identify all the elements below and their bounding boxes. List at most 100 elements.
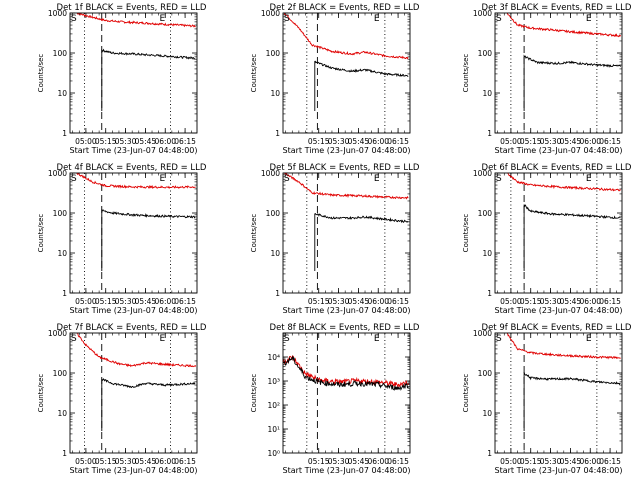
x-axis-label: Start Time (23-Jun-07 04:48:00)	[495, 466, 623, 475]
x-tick-label: 05:00	[500, 137, 522, 146]
plot-frame	[494, 332, 623, 454]
start-marker-label: S	[496, 334, 502, 344]
x-tick-label: 05:45	[348, 137, 370, 146]
y-tick-label: 1000	[261, 9, 280, 18]
detector-panel-6: Det 6f BLACK = Events, RED = LLD 1 10 100 10…	[462, 163, 632, 315]
x-tick-label: 05:30	[115, 297, 137, 306]
lld-series-line	[506, 173, 621, 192]
events-series-line	[314, 213, 409, 271]
y-tick-label: 1000	[473, 329, 492, 338]
y-axis-label: Counts/sec	[462, 214, 470, 253]
y-tick-label: 10	[57, 89, 67, 98]
x-tick-label: 05:30	[540, 297, 562, 306]
end-marker-label: E	[160, 174, 166, 184]
plot-frame	[69, 332, 198, 454]
panel-title: Det 6f BLACK = Events, RED = LLD	[482, 163, 632, 173]
y-axis-label: Counts/sec	[462, 374, 470, 413]
x-tick-label: 05:30	[540, 457, 562, 466]
events-series-line	[101, 378, 196, 431]
x-axis-label: Start Time (23-Jun-07 04:48:00)	[495, 306, 623, 315]
events-series-line	[523, 372, 621, 431]
end-marker-label: E	[374, 174, 380, 184]
y-tick-label: 1000	[261, 169, 280, 178]
x-tick-label: 05:45	[560, 297, 582, 306]
detector-panel-4: Det 4f BLACK = Events, RED = LLD 1 10 100 10…	[37, 163, 207, 315]
lld-series-line	[283, 355, 409, 388]
y-tick-label: 10	[482, 249, 492, 258]
lld-series-line	[506, 333, 621, 360]
plot-frame	[494, 12, 623, 134]
detector-panel-7: Det 7f BLACK = Events, RED = LLD 1 10 100 10…	[37, 323, 207, 475]
y-tick-label: 1000	[473, 9, 492, 18]
x-tick-label: 06:15	[387, 297, 409, 306]
lld-series-line	[76, 333, 197, 368]
y-tick-label: 10¹	[267, 425, 280, 434]
x-tick-label: 05:15	[520, 137, 542, 146]
events-series-line	[101, 48, 196, 111]
start-marker-label: S	[71, 14, 77, 24]
end-marker-label: E	[586, 174, 592, 184]
x-tick-label: 05:45	[135, 457, 157, 466]
x-tick-label: 06:00	[367, 137, 389, 146]
plot-frame	[69, 12, 198, 134]
lld-series-line	[283, 13, 409, 60]
y-tick-label: 10	[482, 409, 492, 418]
panel-title: Det 5f BLACK = Events, RED = LLD	[270, 163, 420, 173]
lld-series-line	[76, 13, 196, 28]
x-tick-label: 06:15	[387, 137, 409, 146]
x-axis-label: Start Time (23-Jun-07 04:48:00)	[70, 466, 198, 475]
detector-panel-1: Det 1f BLACK = Events, RED = LLD 1 10 100 10…	[37, 3, 207, 155]
end-marker-label: E	[586, 14, 592, 24]
x-tick-label: 05:30	[328, 297, 350, 306]
y-tick-label: 100	[478, 49, 493, 58]
y-tick-label: 1	[487, 449, 492, 458]
x-tick-label: 06:00	[367, 297, 389, 306]
y-tick-label: 10⁴	[267, 353, 280, 362]
events-series-line	[523, 204, 621, 271]
x-tick-label: 06:15	[174, 457, 196, 466]
start-marker-label: S	[496, 174, 502, 184]
y-tick-label: 100	[478, 369, 493, 378]
x-tick-label: 05:15	[95, 457, 117, 466]
lld-series-line	[506, 13, 621, 38]
y-tick-label: 100	[53, 49, 68, 58]
x-tick-label: 06:15	[599, 457, 621, 466]
start-marker-label: S	[284, 14, 290, 24]
x-tick-label: 06:00	[579, 297, 601, 306]
x-tick-label: 05:15	[95, 297, 117, 306]
x-tick-label: 05:45	[135, 297, 157, 306]
x-tick-label: 06:00	[579, 137, 601, 146]
y-axis-label: Counts/sec	[37, 374, 45, 413]
y-tick-label: 10	[482, 89, 492, 98]
x-tick-label: 05:45	[348, 457, 370, 466]
y-tick-label: 1000	[473, 169, 492, 178]
plot-frame	[282, 332, 411, 454]
panel-title: Det 1f BLACK = Events, RED = LLD	[57, 3, 207, 13]
x-tick-label: 05:30	[540, 137, 562, 146]
x-tick-label: 05:15	[308, 137, 330, 146]
y-axis-label: Counts/sec	[250, 214, 258, 253]
start-marker-label: S	[496, 14, 502, 24]
y-tick-label: 1	[62, 289, 67, 298]
x-tick-label: 06:15	[174, 137, 196, 146]
x-tick-label: 05:45	[348, 297, 370, 306]
x-tick-label: 06:00	[154, 137, 176, 146]
end-marker-label: E	[586, 334, 592, 344]
x-tick-label: 05:00	[500, 457, 522, 466]
y-tick-label: 100	[53, 369, 68, 378]
detector-panel-2: Det 2f BLACK = Events, RED = LLD 1 10 100 10…	[250, 3, 420, 155]
x-tick-label: 05:30	[115, 137, 137, 146]
y-tick-label: 1	[275, 129, 280, 138]
x-tick-label: 05:15	[308, 297, 330, 306]
y-tick-label: 10	[57, 249, 67, 258]
x-tick-label: 05:00	[75, 297, 97, 306]
y-tick-label: 100	[266, 209, 281, 218]
detector-panel-5: Det 5f BLACK = Events, RED = LLD 1 10 100 10…	[250, 163, 420, 315]
y-tick-label: 10²	[267, 401, 280, 410]
x-tick-label: 06:00	[154, 457, 176, 466]
x-axis-label: Start Time (23-Jun-07 04:48:00)	[70, 146, 198, 155]
y-axis-label: Counts/sec	[250, 54, 258, 93]
y-axis-label: Counts/sec	[250, 374, 258, 413]
y-axis-label: Counts/sec	[37, 54, 45, 93]
